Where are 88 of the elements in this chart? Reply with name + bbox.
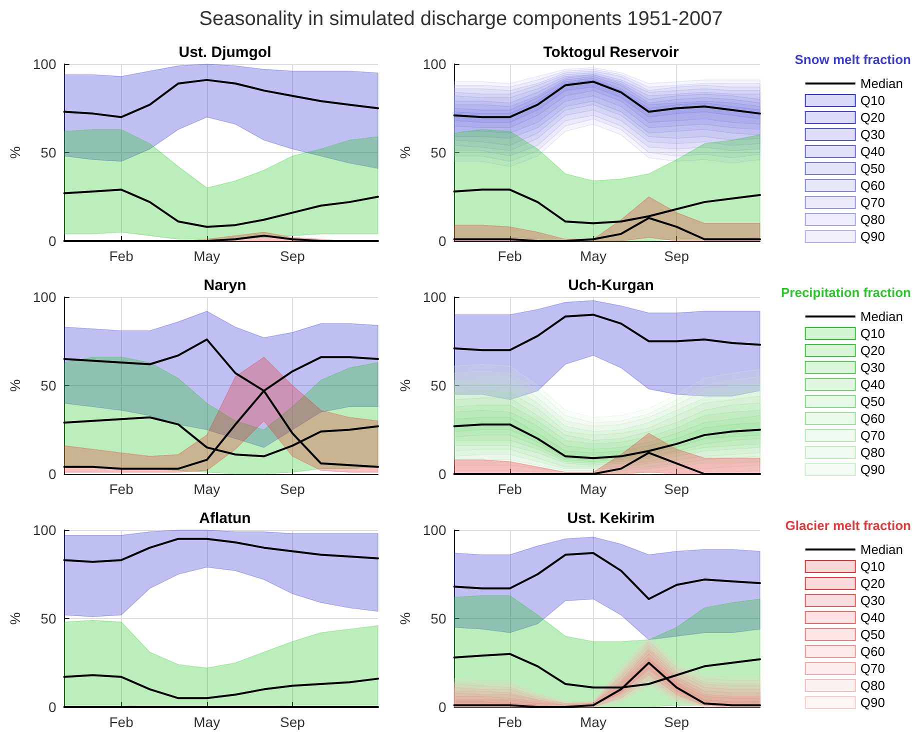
x-tick-label: Sep (664, 481, 690, 497)
y-tick-label: 0 (438, 466, 446, 482)
legend-label: Q80 (860, 445, 885, 460)
legend-label: Q40 (860, 377, 885, 392)
legend-label: Q40 (860, 144, 885, 159)
legend-label: Q30 (860, 593, 885, 608)
y-axis-title: % (7, 612, 23, 625)
x-tick-label: Feb (498, 248, 522, 264)
line-series (63, 538, 379, 563)
chart-title: Uch-Kurgan (568, 277, 654, 294)
x-tick-label: Sep (280, 248, 306, 264)
chart-title: Ust. Djumgol (178, 44, 272, 61)
legend-label: Median (860, 542, 904, 557)
x-tick-label: Sep (280, 714, 306, 730)
legend-label: Q10 (860, 326, 885, 341)
legend-label: Q50 (860, 161, 885, 176)
x-tick-label: Feb (498, 714, 522, 730)
legend-label: Q60 (860, 178, 885, 193)
x-tick-label: Feb (109, 481, 134, 497)
text: Seasonality in simulated discharge components 1951-2007 (198, 7, 724, 32)
legend-label: Q70 (860, 661, 885, 676)
x-tick-label: May (194, 714, 220, 730)
y-tick-label: 100 (32, 56, 56, 72)
legend-label: Q70 (860, 195, 885, 210)
y-axis-title: % (397, 146, 413, 159)
y-tick-label: 0 (438, 699, 446, 715)
legend-label: Q40 (860, 610, 885, 625)
y-axis-title: % (7, 146, 23, 159)
legend-label: Q80 (860, 212, 885, 227)
y-tick-label: 0 (438, 233, 446, 249)
y-axis-title: % (397, 612, 413, 625)
chart-title: Ust. Kekirim (567, 510, 655, 527)
x-tick-label: Feb (109, 714, 134, 730)
legend-title: Precipitation fraction (780, 285, 912, 300)
line-series (63, 78, 379, 118)
y-tick-label: 0 (48, 466, 56, 482)
x-tick-label: May (580, 481, 606, 497)
x-tick-label: May (580, 714, 606, 730)
line-series (63, 188, 379, 228)
y-tick-label: 100 (32, 522, 56, 538)
x-tick-label: Feb (498, 481, 522, 497)
x-tick-label: May (194, 248, 220, 264)
y-tick-label: 100 (422, 56, 446, 72)
legend-label: Q20 (860, 110, 885, 125)
y-tick-label: 50 (430, 378, 446, 394)
y-tick-label: 0 (48, 699, 56, 715)
legend-label: Q60 (860, 411, 885, 426)
legend-label: Median (860, 309, 904, 324)
legend-label: Q90 (860, 462, 885, 477)
chart-title: Toktogul Reservoir (543, 44, 679, 61)
legend-label: Q20 (860, 343, 885, 358)
legend-label: Q10 (860, 93, 885, 108)
x-tick-label: May (194, 481, 220, 497)
y-tick-label: 100 (32, 289, 56, 305)
legend-label: Q50 (860, 627, 885, 642)
legend-label: Q60 (860, 644, 885, 659)
y-axis-title: % (397, 379, 413, 392)
legend-label: Median (860, 76, 904, 91)
legend-label: Q20 (860, 576, 885, 591)
y-tick-label: 100 (422, 289, 446, 305)
y-tick-label: 50 (430, 610, 446, 626)
y-tick-label: 100 (422, 522, 446, 538)
legend-label: Q30 (860, 360, 885, 375)
y-axis-title: % (7, 379, 23, 392)
legend-label: Q50 (860, 394, 885, 409)
y-tick-label: 50 (40, 378, 56, 394)
line-series (453, 552, 761, 600)
chart-title: Naryn (204, 277, 246, 294)
legend-label: Q70 (860, 428, 885, 443)
y-tick-label: 50 (430, 144, 446, 160)
line-series (453, 314, 761, 352)
x-tick-label: Feb (109, 248, 134, 264)
x-tick-label: Sep (664, 714, 690, 730)
x-tick-label: Sep (280, 481, 306, 497)
legend-label: Q90 (860, 229, 885, 244)
x-tick-label: May (580, 248, 606, 264)
chart-title: Aflatun (199, 510, 251, 527)
legend-title: Glacier melt fraction (785, 518, 912, 533)
y-tick-label: 50 (40, 144, 56, 160)
y-tick-label: 50 (40, 610, 56, 626)
legend-label: Q10 (860, 559, 885, 574)
legend-title: Snow melt fraction (794, 52, 912, 67)
legend-label: Q90 (860, 695, 885, 710)
legend-label: Q30 (860, 127, 885, 142)
line-series (63, 674, 379, 700)
y-tick-label: 0 (48, 233, 56, 249)
legend-label: Q80 (860, 678, 885, 693)
x-tick-label: Sep (664, 248, 690, 264)
